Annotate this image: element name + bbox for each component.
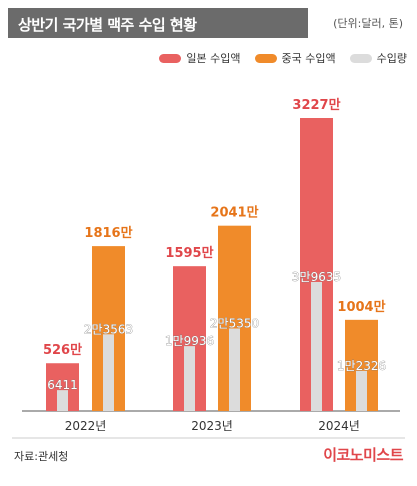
bar-volume-china-0: [103, 334, 114, 411]
tick-label-2: 2024년: [318, 419, 360, 433]
legend-item-china: 중국 수입액: [254, 50, 336, 66]
label-volume-japan-2: 3만9635: [292, 270, 341, 284]
label-china-2: 1004만: [337, 299, 385, 315]
legend-swatch-china: [254, 53, 277, 63]
label-volume-china-2: 1만2326: [337, 359, 386, 373]
title-box: 상반기 국가별 맥주 수입 현황: [8, 8, 308, 38]
source-note: 자료:관세청: [14, 450, 69, 463]
label-japan-0: 526만: [43, 342, 82, 358]
legend-item-japan: 일본 수입액: [159, 50, 241, 66]
label-volume-china-1: 2만5350: [210, 316, 259, 330]
label-volume-japan-0: 6411: [47, 378, 78, 392]
bar-volume-japan-2: [311, 282, 322, 411]
bar-volume-china-2: [356, 370, 367, 411]
brand-logo: 이코노미스트: [323, 446, 403, 464]
bar-volume-japan-0: [57, 390, 68, 411]
tick-label-1: 2023년: [191, 419, 233, 433]
legend-swatch-japan: [159, 53, 182, 63]
tick-label-0: 2022년: [65, 419, 107, 433]
bar-volume-japan-1: [184, 346, 195, 411]
chart-title: 상반기 국가별 맥주 수입 현황: [18, 16, 197, 34]
label-volume-japan-1: 1만9936: [165, 334, 214, 348]
legend-label-volume: 수입량: [376, 52, 407, 65]
label-volume-china-0: 2만3563: [84, 322, 133, 336]
legend-item-volume: 수입량: [349, 50, 407, 66]
label-japan-2: 3227만: [292, 97, 340, 113]
label-japan-1: 1595만: [165, 245, 213, 261]
label-china-0: 1816만: [84, 225, 132, 241]
legend-label-japan: 일본 수입액: [186, 52, 241, 65]
unit-label: (단위:달러, 톤): [333, 17, 403, 30]
legend-swatch-volume: [349, 53, 372, 63]
legend: 일본 수입액 중국 수입액 수입량: [159, 50, 407, 66]
legend-label-china: 중국 수입액: [281, 52, 336, 65]
bar-volume-china-1: [229, 328, 240, 411]
header: 상반기 국가별 맥주 수입 현황 (단위:달러, 톤): [0, 0, 417, 38]
label-china-1: 2041만: [210, 205, 258, 221]
